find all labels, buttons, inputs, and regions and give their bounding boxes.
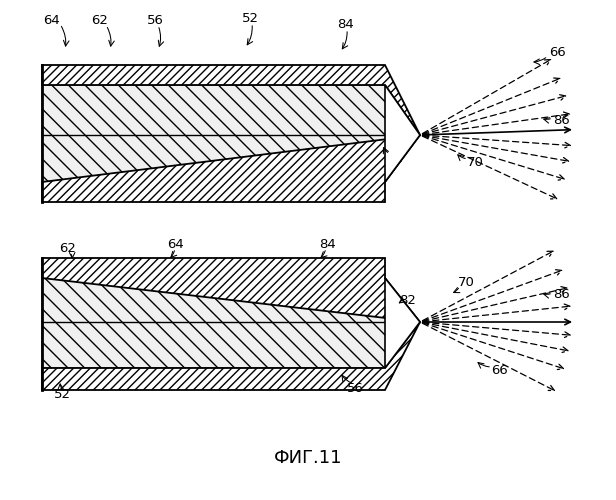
Text: 64: 64 <box>44 14 60 26</box>
Polygon shape <box>42 278 420 368</box>
Polygon shape <box>385 278 420 368</box>
Text: 56: 56 <box>147 14 163 28</box>
Text: 86: 86 <box>554 288 570 302</box>
Text: 64: 64 <box>166 238 184 250</box>
Polygon shape <box>42 85 420 182</box>
Text: 62: 62 <box>92 14 108 28</box>
Polygon shape <box>42 65 420 135</box>
Text: 84: 84 <box>336 18 354 32</box>
Text: ФИГ.11: ФИГ.11 <box>274 449 342 467</box>
Polygon shape <box>385 85 420 182</box>
Text: 52: 52 <box>241 12 259 26</box>
Text: 86: 86 <box>554 114 570 126</box>
Text: 82: 82 <box>400 294 416 306</box>
Text: 62: 62 <box>60 242 76 254</box>
Text: 70: 70 <box>466 156 484 168</box>
Text: 66: 66 <box>492 364 508 376</box>
Text: 84: 84 <box>320 238 336 250</box>
Polygon shape <box>42 135 420 202</box>
Text: 70: 70 <box>458 276 474 288</box>
Text: 52: 52 <box>54 388 70 402</box>
Text: 56: 56 <box>347 382 363 394</box>
Text: 66: 66 <box>549 46 566 60</box>
Text: 82: 82 <box>387 152 403 164</box>
Polygon shape <box>42 322 420 390</box>
Polygon shape <box>42 258 420 322</box>
